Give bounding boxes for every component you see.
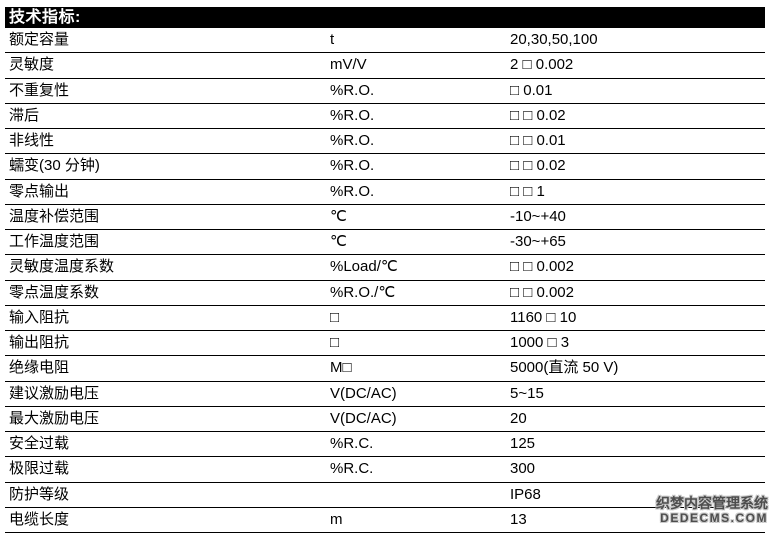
spec-value: -30~+65 xyxy=(510,233,566,250)
table-row: 防护等级 IP68 xyxy=(5,483,765,508)
spec-unit: %R.O. xyxy=(330,157,375,175)
spec-value: □ □ 0.002 xyxy=(510,283,574,301)
spec-value: 2 □ 0.002 xyxy=(510,56,574,74)
table-row: 输入阻抗 □ 1160 □ 10 xyxy=(5,306,765,331)
table-title: 技术指标: xyxy=(9,9,81,26)
spec-label: 绝缘电阻 xyxy=(9,359,70,377)
spec-unit: %R.O. xyxy=(330,182,375,200)
spec-value: IP68 xyxy=(510,485,541,503)
spec-unit: %R.C. xyxy=(330,460,374,478)
spec-table: 额定容量 t 20,30,50,100 灵敏度 mV/V 2 □ 0.002 不… xyxy=(5,28,765,533)
spec-unit: M□ xyxy=(330,359,352,377)
spec-unit: m xyxy=(330,510,343,528)
table-row: 不重复性 %R.O. □ 0.01 xyxy=(5,79,765,104)
watermark: 织梦内容管理系统 DEDECMS.COM xyxy=(656,496,768,526)
spec-value: □ □ 0.002 xyxy=(510,258,574,276)
spec-value: □ □ 0.02 xyxy=(510,106,566,124)
spec-label: 安全过载 xyxy=(9,435,70,452)
spec-unit: t xyxy=(330,31,335,48)
spec-unit: mV/V xyxy=(330,56,367,74)
table-row: 绝缘电阻 M□ 5000(直流 50 V) xyxy=(5,356,765,382)
table-title-bar: 技术指标: xyxy=(5,7,765,28)
spec-label: 滞后 xyxy=(9,106,40,124)
table-row: 滞后 %R.O. □ □ 0.02 xyxy=(5,104,765,129)
spec-label: 电缆长度 xyxy=(9,510,70,528)
spec-unit: V(DC/AC) xyxy=(330,409,397,427)
table-row: 温度补偿范围 ℃ -10~+40 xyxy=(5,205,765,230)
spec-unit: %R.O. xyxy=(330,132,375,149)
spec-value: 20,30,50,100 xyxy=(510,31,598,48)
table-row: 灵敏度 mV/V 2 □ 0.002 xyxy=(5,53,765,79)
spec-value: □ □ 1 xyxy=(510,182,545,200)
spec-value: 1160 □ 10 xyxy=(510,308,577,326)
spec-unit: ℃ xyxy=(330,233,347,250)
spec-unit: V(DC/AC) xyxy=(330,384,397,402)
table-row: 最大激励电压 V(DC/AC) 20 xyxy=(5,407,765,432)
table-row: 极限过载 %R.C. 300 xyxy=(5,457,765,483)
spec-label: 防护等级 xyxy=(9,485,70,503)
spec-unit: %Load/℃ xyxy=(330,258,398,276)
spec-unit: □ xyxy=(330,334,340,351)
table-row: 灵敏度温度系数 %Load/℃ □ □ 0.002 xyxy=(5,255,765,281)
spec-value: 125 xyxy=(510,435,536,452)
spec-value: 5~15 xyxy=(510,384,544,402)
table-row: 额定容量 t 20,30,50,100 xyxy=(5,28,765,54)
spec-value: 13 xyxy=(510,510,527,528)
spec-value: □ 0.01 xyxy=(510,81,553,99)
spec-label: 灵敏度 xyxy=(9,56,55,74)
spec-value: 300 xyxy=(510,460,536,478)
spec-label: 最大激励电压 xyxy=(9,409,100,427)
table-row: 安全过载 %R.C. 125 xyxy=(5,432,765,458)
spec-label: 零点输出 xyxy=(9,182,70,200)
spec-label: 不重复性 xyxy=(9,81,70,99)
table-row: 建议激励电压 V(DC/AC) 5~15 xyxy=(5,382,765,407)
table-row: 零点输出 %R.O. □ □ 1 xyxy=(5,180,765,205)
spec-value: □ □ 0.01 xyxy=(510,132,566,149)
spec-value: -10~+40 xyxy=(510,207,566,225)
table-row: 零点温度系数 %R.O./℃ □ □ 0.002 xyxy=(5,281,765,306)
spec-label: 非线性 xyxy=(9,132,55,149)
spec-label: 输出阻抗 xyxy=(9,334,70,351)
spec-label: 输入阻抗 xyxy=(9,308,70,326)
spec-label: 灵敏度温度系数 xyxy=(9,258,115,276)
spec-label: 额定容量 xyxy=(9,31,70,48)
spec-unit: %R.C. xyxy=(330,435,374,452)
spec-unit: %R.O./℃ xyxy=(330,283,396,301)
watermark-line-en: DEDECMS.COM xyxy=(660,511,768,525)
spec-value: 5000(直流 50 V) xyxy=(510,359,619,377)
table-row: 工作温度范围 ℃ -30~+65 xyxy=(5,230,765,256)
spec-value: □ □ 0.02 xyxy=(510,157,566,175)
table-row: 蠕变(30 分钟) %R.O. □ □ 0.02 xyxy=(5,154,765,180)
spec-label: 极限过载 xyxy=(9,460,70,478)
spec-label: 工作温度范围 xyxy=(9,233,100,250)
spec-value: 1000 □ 3 xyxy=(510,334,570,351)
table-row: 电缆长度 m 13 xyxy=(5,508,765,533)
watermark-line-cn: 织梦内容管理系统 xyxy=(656,495,768,511)
spec-unit: %R.O. xyxy=(330,106,375,124)
spec-value: 20 xyxy=(510,409,527,427)
spec-unit: %R.O. xyxy=(330,81,375,99)
spec-label: 蠕变(30 分钟) xyxy=(9,157,100,175)
spec-label: 零点温度系数 xyxy=(9,283,100,301)
table-row: 非线性 %R.O. □ □ 0.01 xyxy=(5,129,765,155)
spec-unit: □ xyxy=(330,308,340,326)
table-row: 输出阻抗 □ 1000 □ 3 xyxy=(5,331,765,357)
spec-unit: ℃ xyxy=(330,207,347,225)
spec-sheet: 技术指标: 额定容量 t 20,30,50,100 灵敏度 mV/V 2 □ 0… xyxy=(5,7,765,533)
spec-label: 建议激励电压 xyxy=(9,384,100,402)
spec-label: 温度补偿范围 xyxy=(9,207,100,225)
